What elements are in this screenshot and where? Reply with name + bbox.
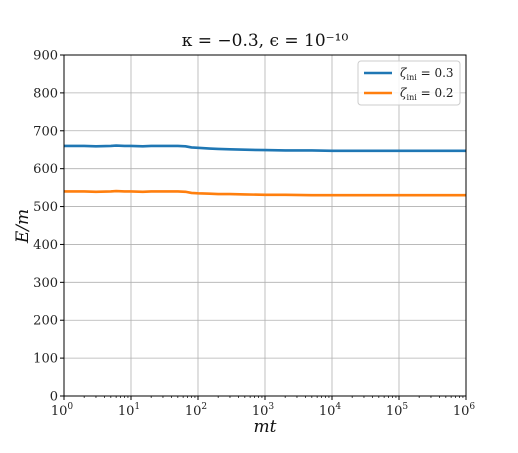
legend-subscript: ini — [407, 93, 418, 102]
chart-title: κ = −0.3, ϵ = 10⁻¹⁰ — [182, 31, 349, 51]
y-tick-label: 100 — [33, 352, 58, 367]
axis-ticks — [60, 54, 467, 400]
x-tick-exponent: 0 — [67, 402, 73, 412]
legend-symbol: ζ — [400, 86, 408, 100]
x-tick-exponent: 2 — [201, 402, 207, 412]
x-tick-base: 10 — [51, 404, 68, 419]
y-axis-title: E/m — [13, 209, 33, 244]
legend-label-1: ζini = 0.3 — [400, 66, 454, 82]
x-tick-base: 10 — [118, 404, 135, 419]
series-line-2 — [64, 189, 466, 197]
x-tick-label: 106 — [453, 402, 476, 419]
x-tick-exponent: 5 — [402, 402, 408, 412]
x-tick-label: 102 — [185, 402, 207, 419]
y-tick-labels: 0 100 200 300 400 500 600 700 800 900 — [33, 49, 58, 405]
x-tick-labels: 100 101 102 103 104 105 106 — [51, 402, 476, 419]
grid-lines — [63, 54, 467, 397]
y-tick-label: 900 — [33, 49, 58, 64]
x-axis-title: mt — [254, 417, 277, 437]
y-tick-label: 300 — [33, 276, 58, 291]
y-tick-label: 600 — [33, 162, 58, 177]
legend-value: = 0.3 — [417, 66, 454, 80]
legend-subscript: ini — [407, 73, 418, 82]
x-tick-exponent: 3 — [268, 402, 274, 412]
x-tick-base: 10 — [319, 404, 336, 419]
y-tick-label: 400 — [33, 238, 58, 253]
x-tick-base: 10 — [453, 404, 470, 419]
x-tick-label: 101 — [118, 402, 140, 419]
y-tick-label: 200 — [33, 314, 58, 329]
x-tick-base: 10 — [252, 404, 269, 419]
y-tick-label: 0 — [50, 390, 58, 405]
x-tick-exponent: 1 — [134, 402, 140, 412]
y-tick-label: 800 — [33, 86, 58, 101]
x-tick-base: 10 — [386, 404, 403, 419]
x-tick-label: 100 — [51, 402, 74, 419]
y-tick-label: 500 — [33, 200, 58, 215]
x-tick-label: 103 — [252, 402, 275, 419]
series-lines — [64, 144, 466, 197]
legend-value: = 0.2 — [417, 86, 454, 100]
x-tick-label: 105 — [386, 402, 409, 419]
x-tick-exponent: 4 — [335, 402, 341, 412]
x-tick-exponent: 6 — [469, 402, 475, 412]
legend-symbol: ζ — [400, 66, 408, 80]
series-line-1 — [64, 144, 466, 153]
legend-label-2: ζini = 0.2 — [400, 86, 454, 102]
x-tick-base: 10 — [185, 404, 202, 419]
y-tick-label: 700 — [33, 124, 58, 139]
x-tick-label: 104 — [319, 402, 342, 419]
